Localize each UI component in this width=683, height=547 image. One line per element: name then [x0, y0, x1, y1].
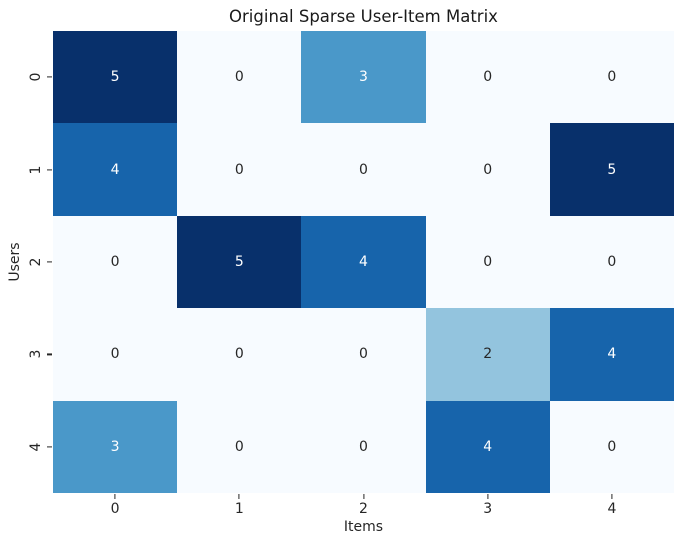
x-tick-1: 1 [177, 493, 301, 517]
heatmap-cell-r0-c0: 5 [53, 31, 178, 124]
heatmap-cell-r2-c0: 0 [53, 215, 178, 309]
heatmap-cell-r4-c0: 3 [53, 400, 178, 493]
cell-value: 2 [483, 346, 493, 363]
y-tick-4: 4 [0, 401, 53, 493]
cell-value: 4 [110, 161, 120, 178]
x-tick-label: 1 [234, 501, 244, 517]
cell-value: 3 [110, 438, 120, 455]
cell-value: 5 [110, 69, 120, 86]
y-tick-label: 2 [28, 257, 44, 267]
heatmap-cell-r1-c2: 0 [301, 123, 426, 216]
heatmap-cell-r1-c3: 0 [425, 123, 550, 216]
x-tick-4: 4 [550, 493, 674, 517]
cell-value: 0 [483, 253, 493, 270]
heatmap-cell-r2-c2: 4 [301, 215, 426, 309]
x-tick-label: 3 [483, 501, 493, 517]
cell-value: 0 [607, 69, 617, 86]
cell-value: 0 [359, 346, 368, 363]
heatmap-cell-r3-c4: 4 [549, 308, 674, 401]
y-tick-1: 1 [0, 123, 53, 215]
x-tick-2: 2 [301, 493, 425, 517]
y-tick-label: 1 [28, 165, 44, 175]
heatmap-cell-r3-c3: 2 [425, 308, 550, 401]
heatmap-cell-r1-c4: 5 [549, 123, 674, 216]
x-axis-label: Items [343, 519, 384, 535]
heatmap-cell-r2-c1: 5 [177, 215, 302, 309]
cell-value: 0 [483, 69, 493, 86]
y-tick-mark [47, 261, 52, 263]
cell-value: 0 [483, 161, 493, 178]
chart-title: Original Sparse User-Item Matrix [229, 7, 498, 26]
y-tick-3: 3 [0, 308, 53, 400]
heatmap-cell-r1-c1: 0 [177, 123, 302, 216]
cell-value: 4 [607, 346, 617, 363]
y-tick-mark [47, 76, 52, 78]
cell-value: 5 [234, 253, 244, 270]
y-tick-label: 4 [28, 442, 44, 452]
heatmap-cell-r3-c2: 0 [301, 308, 426, 401]
x-tick-3: 3 [426, 493, 550, 517]
cell-value: 0 [110, 346, 120, 363]
heatmap-cell-r4-c1: 0 [177, 400, 302, 493]
x-tick-mark [114, 494, 116, 499]
heatmap-cell-r4-c4: 0 [549, 400, 674, 493]
cell-value: 0 [234, 346, 244, 363]
x-tick-mark [487, 494, 489, 499]
heatmap-cell-r3-c1: 0 [177, 308, 302, 401]
x-axis-ticks: 0 1 2 3 4 [53, 493, 674, 517]
cell-value: 0 [607, 253, 617, 270]
y-axis-ticks: 0 1 2 3 4 [0, 31, 53, 493]
cell-value: 0 [607, 438, 617, 455]
heatmap-cell-r2-c3: 0 [425, 215, 550, 309]
y-tick-2: 2 [0, 216, 53, 308]
y-tick-mark [47, 353, 52, 356]
cell-value: 4 [483, 438, 493, 455]
y-tick-label: 0 [28, 72, 44, 82]
x-tick-label: 4 [607, 501, 617, 517]
heatmap-cell-r0-c4: 0 [549, 31, 674, 124]
cell-value: 0 [234, 69, 244, 86]
cell-value: 4 [359, 253, 368, 270]
heatmap-plot: 5 0 3 0 0 4 0 0 0 5 0 5 4 0 0 0 0 0 2 4 3 0 0 4 0 [53, 31, 674, 493]
heatmap-cell-r0-c3: 0 [425, 31, 550, 124]
cell-value: 0 [359, 438, 368, 455]
x-tick-label: 0 [110, 501, 120, 517]
cell-value: 0 [110, 253, 120, 270]
heatmap-cell-r0-c2: 3 [301, 31, 426, 124]
y-tick-mark [47, 446, 52, 448]
heatmap-cell-r4-c3: 4 [425, 400, 550, 493]
cell-value: 3 [359, 69, 368, 86]
x-tick-mark [362, 494, 365, 499]
y-tick-mark [47, 169, 52, 171]
x-tick-0: 0 [53, 493, 177, 517]
y-tick-label: 3 [28, 349, 44, 359]
cell-value: 5 [607, 161, 617, 178]
cell-value: 0 [234, 438, 244, 455]
cell-value: 0 [234, 161, 244, 178]
heatmap-cell-r0-c1: 0 [177, 31, 302, 124]
heatmap-cell-r3-c0: 0 [53, 308, 178, 401]
y-tick-0: 0 [0, 31, 53, 123]
x-tick-mark [238, 494, 240, 499]
cell-value: 0 [359, 161, 368, 178]
x-tick-label: 2 [359, 501, 368, 517]
heatmap-cell-r2-c4: 0 [549, 215, 674, 309]
heatmap-cell-r1-c0: 4 [53, 123, 178, 216]
heatmap-cell-r4-c2: 0 [301, 400, 426, 493]
x-tick-mark [611, 494, 613, 499]
